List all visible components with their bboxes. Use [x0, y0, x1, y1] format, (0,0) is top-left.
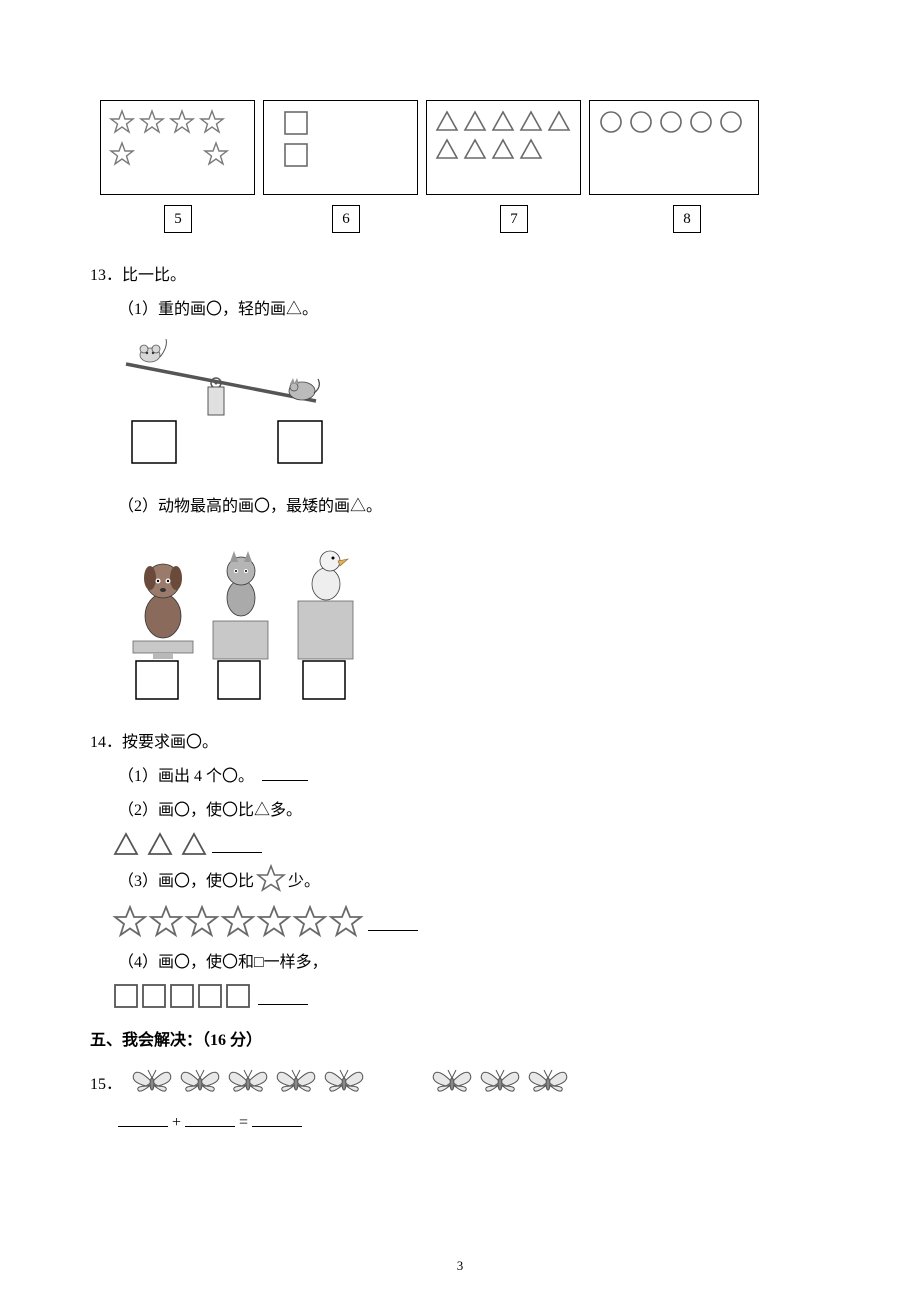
seesaw-svg [118, 329, 338, 469]
q13-sub2: （2）动物最高的画〇，最矮的画△。 [118, 492, 830, 516]
square-icon [196, 982, 224, 1010]
triangle-icon [491, 137, 515, 161]
square-icon [112, 982, 140, 1010]
triangle-icon [547, 109, 571, 133]
triangle-icon [491, 109, 515, 133]
triangle-icon [463, 137, 487, 161]
shape-box-circles [589, 100, 759, 195]
section5-title: 五、我会解决：（16 分） [90, 1026, 830, 1050]
q14-sub2: （2）画〇，使〇比△多。 [118, 796, 830, 820]
q14-stars-row [112, 904, 830, 940]
number-box: 6 [332, 205, 360, 233]
butterfly-icon [176, 1060, 224, 1100]
equals-sign: = [239, 1114, 248, 1131]
triangle-icon [519, 109, 543, 133]
butterfly-icon [524, 1060, 572, 1100]
q13-sub1: （1）重的画〇，轻的画△。 [118, 295, 830, 319]
answer-blank[interactable] [258, 987, 308, 1005]
triangle-icon [463, 109, 487, 133]
star-icon [169, 109, 195, 135]
star-icon [148, 904, 184, 940]
answer-blank[interactable] [118, 1126, 168, 1127]
answer-blank[interactable] [252, 1126, 302, 1127]
star-icon [184, 904, 220, 940]
star-row-2 [109, 141, 229, 167]
number-box: 5 [164, 205, 192, 233]
square-icon [282, 141, 310, 169]
q15-butterflies [128, 1060, 572, 1100]
square-icon [282, 109, 310, 137]
triangle-icon [112, 830, 140, 858]
star-icon [199, 109, 225, 135]
animals-svg [118, 526, 378, 701]
q13-heading: 13．比一比。 [90, 261, 830, 285]
square-icon [140, 982, 168, 1010]
q15-number: 15． [90, 1070, 122, 1100]
triangle-icon [519, 137, 543, 161]
number-boxes-row: 5 6 7 8 [100, 205, 830, 233]
butterfly-icon [428, 1060, 476, 1100]
butterfly-group-left [128, 1060, 368, 1100]
circle-icon [658, 109, 684, 135]
q14-sub1-text: （1）画出 4 个〇。 [118, 768, 254, 785]
answer-blank[interactable] [262, 763, 308, 781]
star-icon [203, 141, 229, 167]
shape-boxes-row [100, 100, 830, 195]
star-icon [109, 109, 135, 135]
triangle-row-2 [435, 137, 543, 161]
triangle-icon [180, 830, 208, 858]
star-icon [256, 864, 286, 894]
animals-figure [118, 526, 830, 706]
plus-sign: + [172, 1114, 181, 1131]
star-icon [328, 904, 364, 940]
page-number: 3 [0, 1258, 920, 1274]
star-row-1 [109, 109, 225, 135]
q14-heading: 14．按要求画〇。 [90, 728, 830, 752]
butterfly-icon [476, 1060, 524, 1100]
q14-sub3-post: 少。 [288, 867, 320, 891]
butterfly-icon [128, 1060, 176, 1100]
q13-title: 比一比。 [122, 267, 186, 284]
seesaw-figure [118, 329, 830, 474]
triangle-icon [146, 830, 174, 858]
star-icon [220, 904, 256, 940]
q15-equation: + = [118, 1114, 830, 1132]
butterfly-icon [320, 1060, 368, 1100]
number-box: 7 [500, 205, 528, 233]
star-icon [292, 904, 328, 940]
q14-triangles-row [112, 830, 830, 858]
star-icon [139, 109, 165, 135]
q14-title: 按要求画〇。 [122, 734, 218, 751]
square-icon [168, 982, 196, 1010]
q13-number: 13． [90, 267, 122, 284]
butterfly-icon [272, 1060, 320, 1100]
circle-row-1 [598, 109, 744, 135]
circle-icon [598, 109, 624, 135]
star-icon [256, 904, 292, 940]
answer-blank[interactable] [212, 835, 262, 853]
butterfly-icon [224, 1060, 272, 1100]
q14-sub3-pre: （3）画〇，使〇比 [118, 867, 254, 891]
star-icon [112, 904, 148, 940]
shape-box-squares [263, 100, 418, 195]
q14-sub1: （1）画出 4 个〇。 [118, 762, 830, 786]
q14-squares-row [112, 982, 830, 1010]
q14-sub4: （4）画〇，使〇和□一样多， [118, 948, 830, 972]
triangle-icon [435, 137, 459, 161]
number-box: 8 [673, 205, 701, 233]
star-icon [109, 141, 135, 167]
circle-icon [628, 109, 654, 135]
triangle-row-1 [435, 109, 571, 133]
circle-icon [688, 109, 714, 135]
q14-number: 14． [90, 734, 122, 751]
circle-icon [718, 109, 744, 135]
butterfly-group-right [428, 1060, 572, 1100]
shape-box-stars [100, 100, 255, 195]
shape-box-triangles [426, 100, 581, 195]
square-icon [224, 982, 252, 1010]
triangle-icon [435, 109, 459, 133]
answer-blank[interactable] [368, 913, 418, 931]
answer-blank[interactable] [185, 1126, 235, 1127]
q14-sub3: （3）画〇，使〇比 少。 [118, 864, 830, 894]
